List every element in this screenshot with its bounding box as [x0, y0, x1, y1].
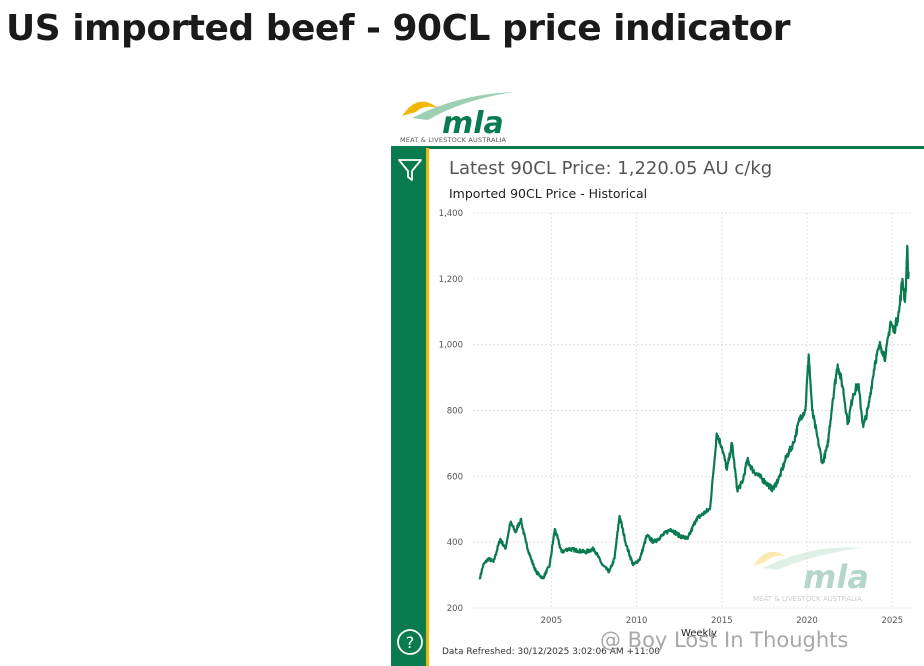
price-chart: mla MEAT & LIVESTOCK AUSTRALIA 200 400 600…	[439, 209, 911, 639]
logo-tagline: MEAT & LIVESTOCK AUSTRALIA	[400, 136, 507, 144]
series-line-90cl	[478, 244, 910, 580]
data-refreshed-text: Data Refreshed: 30/12/2025 3:02:06 AM +1…	[442, 647, 661, 657]
grid-lines	[473, 212, 911, 609]
svg-text:MEAT & LIVESTOCK AUSTRALIA: MEAT & LIVESTOCK AUSTRALIA	[753, 595, 862, 603]
page-title: US imported beef - 90CL price indicator	[6, 8, 791, 49]
svg-text:?: ?	[406, 633, 415, 652]
report-panel: ? Latest 90CL Price: 1,220.05 AU c/kg Im…	[391, 146, 924, 666]
y-tick-label: 600	[447, 472, 463, 482]
chart-watermark-logo: mla MEAT & LIVESTOCK AUSTRALIA	[753, 547, 869, 603]
x-tick-label: 2010	[626, 616, 648, 626]
help-icon[interactable]: ?	[396, 628, 424, 656]
x-tick-label: 2005	[541, 616, 563, 626]
filter-icon[interactable]	[396, 156, 424, 184]
x-tick-label: 2015	[711, 616, 733, 626]
x-axis: 2005 2010 2015 2020 2025	[541, 616, 903, 626]
logo-swoosh	[412, 92, 514, 120]
y-tick-label: 1,400	[439, 209, 463, 219]
side-bar: ?	[391, 148, 429, 666]
x-tick-label: 2025	[881, 616, 903, 626]
y-tick-label: 400	[447, 538, 463, 548]
y-axis: 200 400 600 800 1,000 1,200 1,400	[439, 209, 463, 614]
y-tick-label: 800	[447, 407, 463, 417]
y-tick-label: 1,200	[439, 275, 463, 285]
mla-logo: mla	[402, 92, 514, 141]
y-tick-label: 1,000	[439, 341, 463, 351]
report-top-rule	[391, 146, 924, 149]
y-tick-label: 200	[447, 604, 463, 614]
latest-price-card: Latest 90CL Price: 1,220.05 AU c/kg	[449, 158, 773, 179]
logo-wordmark: mla	[442, 106, 504, 141]
logo-sun	[402, 101, 438, 116]
x-axis-label: Weekly	[681, 628, 717, 639]
x-tick-label: 2020	[796, 616, 818, 626]
chart-title: Imported 90CL Price - Historical	[449, 186, 648, 201]
watermark-text: @ Boy Lost In Thoughts	[600, 628, 849, 652]
svg-text:mla: mla	[803, 558, 869, 596]
